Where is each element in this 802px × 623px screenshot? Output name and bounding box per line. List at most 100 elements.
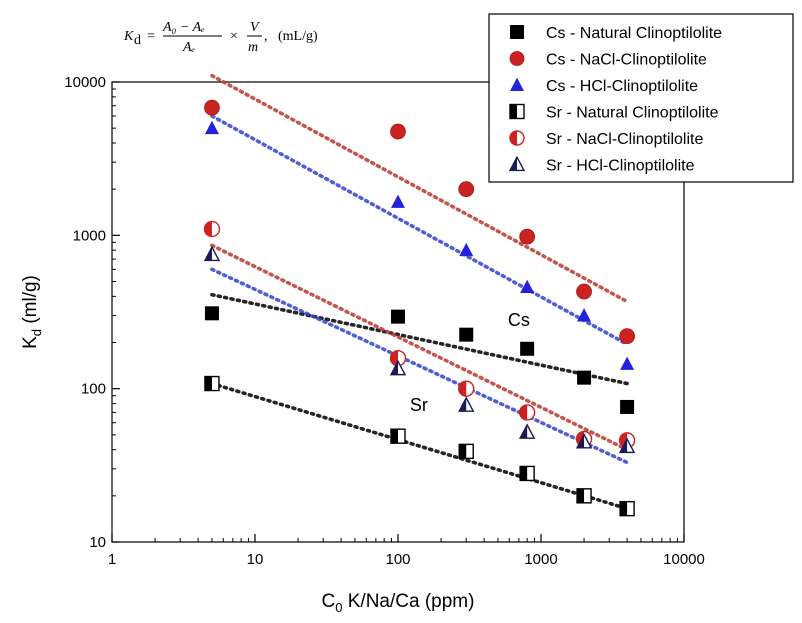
formula-frac2-num: V	[250, 20, 260, 35]
marker-triangle	[391, 194, 405, 208]
formula: K d = A₀ − Aₑ Aₑ × V m , (mL/g)	[123, 20, 318, 55]
legend-marker-cs-hcl-clinoptilolite	[510, 77, 524, 91]
annotations: Cs Sr	[410, 310, 530, 415]
fit-line-sr-hcl-clinoptilolite	[210, 267, 629, 465]
x-tick-label: 10	[247, 551, 264, 568]
point-cs-natural-clinoptilolite	[577, 370, 592, 385]
point-cs-nacl-clinoptilolite	[204, 99, 220, 116]
marker-square-half	[620, 501, 628, 516]
annotation-sr: Sr	[410, 395, 428, 415]
point-sr-hcl-clinoptilolite	[618, 437, 636, 454]
point-sr-hcl-clinoptilolite	[518, 423, 536, 439]
y-axis-title-sub: d	[29, 329, 44, 336]
fit-line-sr-natural-clinoptilolite	[210, 381, 629, 511]
x-tick-label: 10000	[663, 551, 705, 568]
x-axis-title-sub: 0	[335, 600, 342, 615]
marker-triangle-half	[459, 397, 467, 412]
point-sr-nacl-clinoptilolite	[203, 220, 221, 238]
x-axis-title: C0 K/Na/Ca (ppm)	[322, 591, 475, 615]
point-sr-hcl-clinoptilolite	[389, 359, 407, 376]
point-cs-natural-clinoptilolite	[459, 327, 474, 342]
point-cs-natural-clinoptilolite	[204, 306, 219, 321]
y-tick-label: 1000	[73, 227, 106, 244]
y-axis-title-main: K	[20, 336, 41, 349]
point-cs-natural-clinoptilolite	[520, 341, 535, 356]
marker-triangle	[520, 279, 535, 293]
y-axis-title-rest: (ml/g)	[20, 275, 41, 329]
marker-triangle-half	[510, 157, 517, 171]
fit-line-cs-natural-clinoptilolite	[210, 292, 629, 386]
point-sr-nacl-clinoptilolite	[458, 380, 475, 397]
marker-circle-half	[390, 350, 398, 366]
point-cs-hcl-clinoptilolite	[520, 279, 535, 293]
legend: Cs - Natural Clinoptilolite Cs - NaCl-Cli…	[488, 13, 794, 183]
marker-triangle	[577, 308, 592, 322]
formula-units: , (mL/g)	[264, 29, 318, 44]
point-sr-hcl-clinoptilolite	[203, 245, 221, 262]
x-axis-title-main: C	[322, 591, 336, 612]
marker-square-half	[520, 466, 528, 481]
formula-lhs: K	[123, 29, 134, 44]
point-sr-hcl-clinoptilolite	[575, 432, 593, 449]
point-sr-natural-clinoptilolite	[619, 500, 635, 517]
marker-square-half	[459, 444, 467, 459]
marker-square	[520, 341, 535, 356]
y-tick-label: 100	[81, 381, 106, 398]
fit-line-sr-nacl-clinoptilolite	[210, 243, 629, 452]
marker-circle-half	[519, 404, 528, 420]
marker-square	[577, 370, 592, 385]
marker-circle-half	[510, 131, 517, 145]
x-tick-label: 1000	[524, 551, 557, 568]
legend-marker-sr-natural-clinoptilolite	[509, 103, 525, 120]
marker-circle-half	[458, 381, 467, 397]
point-sr-natural-clinoptilolite	[390, 428, 406, 444]
marker-triangle-half	[577, 434, 585, 448]
point-cs-natural-clinoptilolite	[391, 309, 405, 324]
legend-label-cs-hcl-clinoptilolite: Cs - HCl-Clinoptilolite	[546, 78, 698, 95]
x-tick-label: 1	[108, 551, 116, 568]
fit-lines	[210, 73, 629, 511]
point-sr-hcl-clinoptilolite	[458, 396, 475, 412]
x-tick-label: 100	[385, 551, 410, 568]
y-axis: 10 100 1000 10000	[64, 74, 120, 551]
marker-triangle	[459, 242, 474, 257]
fit-line-cs-hcl-clinoptilolite	[210, 114, 629, 346]
legend-marker-sr-nacl-clinoptilolite	[509, 130, 525, 146]
point-cs-nacl-clinoptilolite	[576, 283, 592, 300]
marker-square-half	[391, 429, 398, 444]
y-axis-title: Kd (ml/g)	[20, 275, 44, 349]
fit-line-cs-nacl-clinoptilolite	[210, 73, 629, 304]
marker-triangle	[620, 356, 635, 370]
point-cs-hcl-clinoptilolite	[391, 194, 405, 208]
point-sr-natural-clinoptilolite	[576, 488, 592, 504]
x-axis: 1 10 100 1000 10000	[108, 534, 705, 568]
point-cs-hcl-clinoptilolite	[620, 356, 635, 370]
marker-circle	[519, 228, 536, 245]
marker-circle	[576, 283, 592, 300]
formula-frac1-den: Aₑ	[182, 40, 196, 55]
marker-square	[459, 327, 474, 342]
legend-label-sr-natural-clinoptilolite: Sr - Natural Clinoptilolite	[546, 105, 719, 122]
legend-box	[488, 13, 794, 183]
point-cs-hcl-clinoptilolite	[204, 120, 219, 135]
point-sr-natural-clinoptilolite	[458, 443, 474, 460]
point-sr-natural-clinoptilolite	[519, 465, 535, 482]
point-cs-hcl-clinoptilolite	[459, 242, 474, 257]
data-points	[203, 99, 636, 517]
marker-square	[391, 309, 405, 324]
marker-triangle-half	[620, 439, 628, 453]
legend-marker-sr-hcl-clinoptilolite	[508, 155, 526, 172]
formula-equals: =	[147, 29, 155, 44]
marker-circle	[509, 51, 525, 66]
point-sr-nacl-clinoptilolite	[518, 404, 536, 421]
formula-frac1-num: A₀ − Aₑ	[162, 20, 205, 35]
x-axis-title-rest: K/Na/Ca (ppm)	[342, 591, 474, 612]
marker-square-half	[204, 376, 212, 391]
formula-lhs-sub: d	[134, 33, 141, 48]
marker-triangle-half	[204, 247, 212, 261]
marker-triangle	[204, 120, 219, 135]
legend-label-cs-nacl-clinoptilolite: Cs - NaCl-Clinoptilolite	[546, 52, 707, 69]
point-sr-natural-clinoptilolite	[204, 375, 220, 392]
legend-label-cs-natural-clinoptilolite: Cs - Natural Clinoptilolite	[546, 25, 722, 42]
marker-square	[510, 25, 524, 39]
